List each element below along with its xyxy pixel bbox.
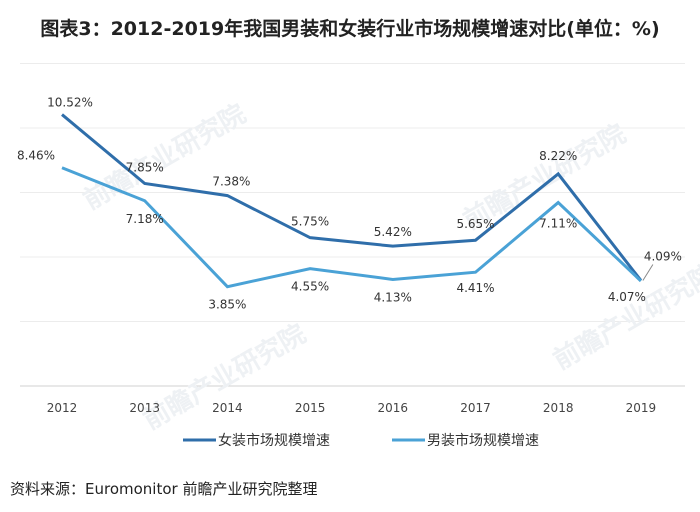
x-tick-label: 2017 [460,401,491,415]
x-tick-label: 2012 [47,401,78,415]
x-tick-label: 2019 [626,401,657,415]
label-leader-line [642,264,654,281]
data-label: 5.65% [456,217,494,231]
data-label: 4.13% [374,290,412,304]
x-tick-label: 2016 [378,401,409,415]
data-label: 10.52% [47,96,93,110]
data-label: 7.85% [126,160,164,174]
data-label: 5.42% [374,225,412,239]
data-label: 4.55% [291,280,329,294]
data-label: 8.46% [17,149,55,163]
watermark: 前瞻产业研究院 [138,318,311,436]
x-tick-label: 2015 [295,401,326,415]
series-line-mens [61,166,642,289]
chart-title: 图表3：2012-2019年我国男装和女装行业市场规模增速对比(单位：%) [40,18,660,40]
x-tick-label: 2014 [212,401,243,415]
watermark: 前瞻产业研究院 [78,98,251,216]
legend-label: 女装市场规模增速 [218,432,330,449]
watermark: 前瞻产业研究院 [548,258,700,376]
series-line-womens [61,113,643,282]
data-label: 3.85% [208,298,246,312]
data-label: 4.07% [608,290,646,304]
x-tick-label: 2018 [543,401,574,415]
data-label: 4.41% [456,281,494,295]
x-tick-label: 2013 [129,401,160,415]
legend-label: 男装市场规模增速 [427,432,539,449]
source-note: 资料来源：Euromonitor 前瞻产业研究院整理 [10,480,318,498]
data-label: 7.18% [126,212,164,226]
data-label: 7.38% [212,175,250,189]
data-label: 4.09% [644,249,682,263]
data-label: 5.75% [291,215,329,229]
data-label: 8.22% [539,149,577,163]
data-label: 7.11% [539,217,577,231]
